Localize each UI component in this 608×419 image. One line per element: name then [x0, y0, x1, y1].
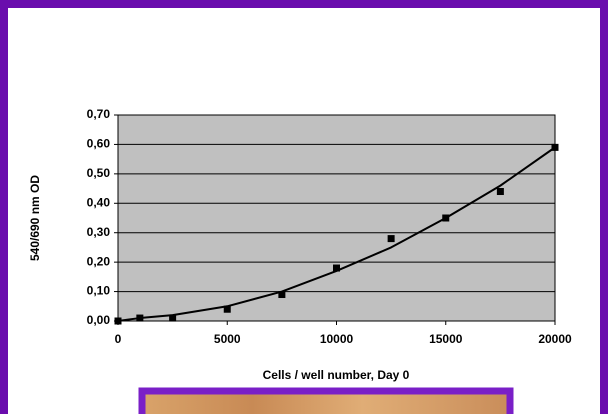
- y-tick-label: 0,20: [87, 254, 111, 268]
- y-tick-label: 0,30: [87, 225, 111, 239]
- trend-line: [117, 146, 556, 322]
- x-tick-label: 5000: [214, 332, 241, 346]
- data-point: [333, 264, 340, 272]
- plot-area: [117, 114, 556, 322]
- data-point: [496, 188, 504, 196]
- y-tick-label: 0,60: [87, 137, 111, 151]
- x-tick-label: 0: [115, 332, 122, 346]
- y-tick-label: 0,70: [87, 107, 111, 121]
- data-point: [169, 314, 177, 322]
- y-tick-label: 0,10: [87, 284, 111, 298]
- y-tick-label: 0,40: [87, 195, 111, 209]
- photo-strip: [138, 387, 514, 419]
- data-point: [223, 305, 231, 313]
- y-tick-label: 0,00: [87, 313, 111, 327]
- data-point: [278, 291, 286, 299]
- y-axis-label: 540/690 nm OD: [28, 175, 42, 261]
- x-tick-label: 15000: [429, 332, 463, 346]
- x-axis-label: Cells / well number, Day 0: [263, 368, 410, 382]
- x-tick-label: 10000: [320, 332, 354, 346]
- y-tick-label: 0,50: [87, 166, 111, 180]
- x-tick-label: 20000: [538, 332, 572, 346]
- data-point: [387, 235, 395, 243]
